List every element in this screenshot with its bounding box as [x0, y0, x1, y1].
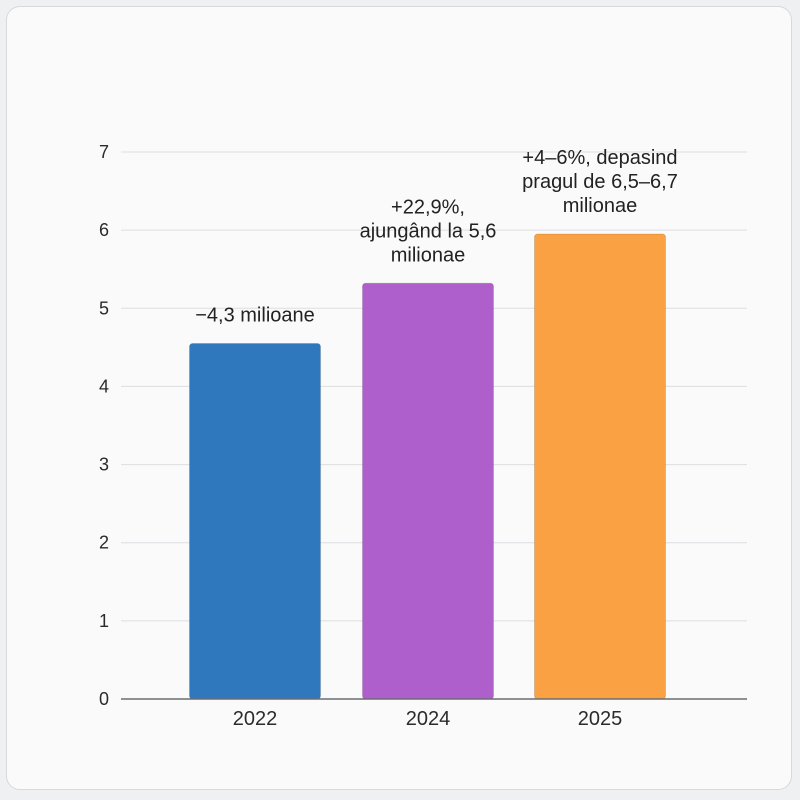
x-tick-label: 2024 — [406, 708, 451, 730]
data-label: milionae — [563, 195, 637, 217]
y-tick-label: 3 — [99, 455, 109, 475]
bar-2022 — [189, 342, 321, 700]
y-tick-label: 1 — [99, 611, 109, 631]
bar-2024 — [362, 282, 494, 700]
y-tick-label: 6 — [99, 220, 109, 240]
x-tick-label: 2022 — [233, 708, 278, 730]
data-label: ajungând la 5,6 — [360, 220, 497, 242]
y-tick-label: 0 — [99, 689, 109, 709]
x-tick-label: 2025 — [578, 708, 623, 730]
y-tick-label: 7 — [99, 142, 109, 162]
y-tick-label: 2 — [99, 533, 109, 553]
y-tick-label: 5 — [99, 298, 109, 318]
data-label: +22,9%, — [391, 196, 465, 218]
data-label: pragul de 6,5–6,7 — [522, 171, 678, 193]
bar-chart: 0 1 2 3 4 5 6 7 −4,3 milioane 2022 +22,9%,ajungând… — [99, 142, 747, 730]
data-label: −4,3 milioane — [195, 304, 315, 326]
chart-card: 0 1 2 3 4 5 6 7 −4,3 milioane 2022 +22,9%, ajungând… — [6, 6, 792, 790]
bar-2025 — [534, 233, 666, 700]
data-label: +4–6%, depasind — [522, 147, 677, 169]
y-tick-label: 4 — [99, 376, 109, 396]
data-label: milionae — [391, 244, 465, 266]
